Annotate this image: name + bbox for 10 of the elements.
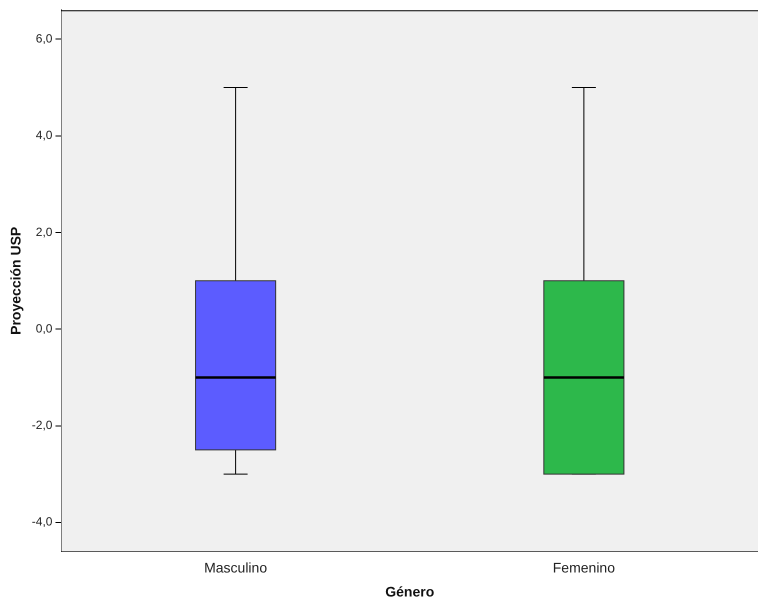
y-tick-label: 6,0 bbox=[36, 32, 53, 46]
y-tick-label: 4,0 bbox=[36, 128, 53, 142]
y-axis-title: Proyección USP bbox=[7, 226, 24, 335]
x-tick-label: Femenino bbox=[552, 560, 616, 576]
y-tick-label: 2,0 bbox=[36, 224, 53, 239]
y-tick-label: 0,0 bbox=[36, 321, 53, 336]
y-tick-label: -2,0 bbox=[32, 418, 53, 432]
x-axis-title: Género bbox=[385, 583, 434, 600]
y-tick-label: -4,0 bbox=[32, 514, 53, 529]
x-tick-label: Masculino bbox=[204, 560, 268, 576]
